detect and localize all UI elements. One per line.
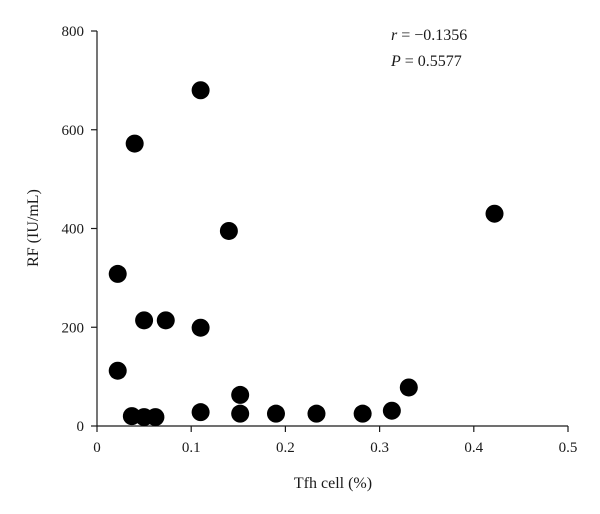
p-symbol: P: [390, 53, 401, 70]
y-tick-label: 200: [62, 320, 85, 336]
axes: [96, 31, 568, 427]
data-point: [125, 134, 144, 153]
correlation-annotation: r = −0.1356: [391, 27, 467, 44]
data-point: [191, 318, 210, 337]
y-tick-label: 0: [77, 419, 85, 435]
x-axis-title: Tfh cell (%): [294, 475, 372, 492]
data-point: [191, 81, 210, 100]
data-points: [108, 81, 504, 427]
data-point: [231, 385, 250, 404]
data-point: [108, 361, 127, 380]
data-point: [382, 401, 401, 420]
data-point: [219, 221, 238, 240]
x-tick-label: 0.5: [559, 440, 578, 456]
x-tick-label: 0: [93, 440, 101, 456]
data-point: [135, 311, 154, 330]
data-point: [156, 311, 175, 330]
data-point: [307, 404, 326, 423]
data-point: [485, 204, 504, 223]
y-ticks: 0 200 400 600 800: [62, 24, 97, 435]
data-point: [146, 408, 165, 427]
data-point: [231, 404, 250, 423]
x-ticks: 0 0.1 0.2 0.3 0.4 0.5: [93, 426, 577, 456]
x-tick-label: 0.1: [182, 440, 201, 456]
y-axis-title: RF (IU/mL): [25, 189, 42, 267]
x-tick-label: 0.3: [370, 440, 389, 456]
x-tick-label: 0.2: [276, 440, 295, 456]
p-value-annotation: P = 0.5577: [390, 53, 462, 70]
data-point: [399, 378, 418, 397]
y-tick-label: 600: [62, 123, 85, 139]
p-value: = 0.5577: [401, 53, 462, 70]
x-tick-label: 0.4: [464, 440, 483, 456]
data-point: [266, 404, 285, 423]
data-point: [353, 404, 372, 423]
y-tick-label: 800: [62, 24, 85, 40]
r-value: = −0.1356: [397, 27, 467, 44]
r-symbol: r: [391, 27, 398, 44]
data-point: [108, 264, 127, 283]
y-tick-label: 400: [62, 222, 85, 238]
data-point: [191, 403, 210, 422]
